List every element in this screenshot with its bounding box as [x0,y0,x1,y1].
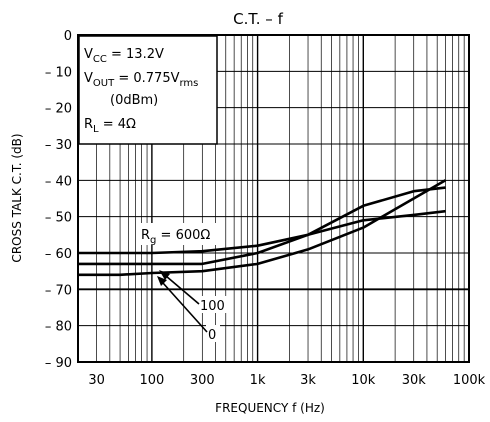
y-tick-label: – 80 [45,320,72,335]
annotation-0-background [206,325,220,342]
annotation-0: 0 [208,328,216,343]
y-axis-label: CROSS TALK C.T. (dB) [10,133,24,262]
plot-frame [77,34,470,363]
y-tick-label: – 90 [45,356,72,371]
x-tick-label: 100 [139,373,164,388]
series-line-3 [78,179,447,277]
y-tick-label: – 60 [45,247,72,262]
condition-rl: RL = 4Ω [84,117,136,135]
y-tick-label: – 20 [45,102,72,117]
y-tick-label: – 70 [45,283,72,298]
condition-vcc: VCC = 13.2V [84,47,164,65]
series-line-1 [78,209,446,255]
x-axis-label: FREQUENCY f (Hz) [215,401,325,415]
x-tick-label: 100k [453,373,486,388]
arrow-0 [157,276,208,333]
x-tick-label: 3k [300,373,316,388]
conditions-box [78,35,218,145]
y-tick-label: – 30 [45,138,72,153]
y-tick-label: – 10 [45,65,72,80]
x-tick-label: 30k [402,373,427,388]
series-line-2 [78,186,446,266]
x-tick-label: 1k [250,373,266,388]
y-tick-label: 0 [64,29,72,44]
rg-label-background [137,223,217,245]
annotation-rg: Rg = 600Ω [141,228,210,246]
y-tick-label: – 50 [45,211,72,226]
condition-dbm: (0dBm) [110,93,158,108]
arrow-100 [159,270,200,305]
x-tick-label: 30 [88,373,105,388]
series-lines [78,179,447,277]
x-tick-label: 10k [351,373,376,388]
x-tick-label: 300 [190,373,215,388]
annotation-100: 100 [200,299,225,314]
condition-vout: VOUT = 0.775Vrms [84,71,198,89]
chart-title: C.T. – f [233,10,283,28]
annotation-100-background [198,296,228,313]
y-tick-label: – 40 [45,174,72,189]
tick-labels: 0 – 10 – 20 – 30 – 40 – 50 – 60 – 70 – 80 – 90 30 1… [45,29,486,388]
